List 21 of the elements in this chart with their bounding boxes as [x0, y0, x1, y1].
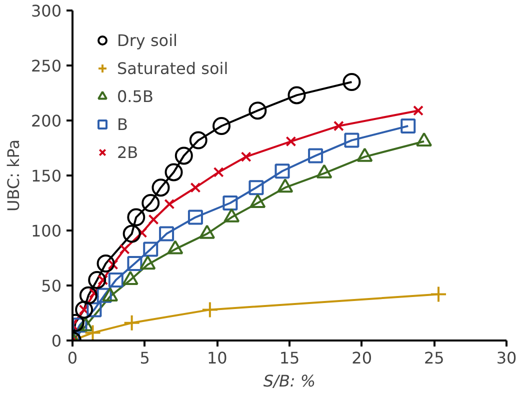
x-axis-title: S/B: %	[263, 372, 316, 390]
y-tick-label: 50	[41, 276, 62, 296]
y-tick-label: 300	[30, 2, 62, 20]
legend-label: Saturated soil	[117, 58, 228, 78]
legend-label: 0.5B	[117, 86, 154, 106]
x-tick-label: 25	[424, 348, 444, 368]
x-tick-label: 30	[496, 348, 517, 368]
x-tick-label: 15	[279, 348, 300, 368]
legend-label: Dry soil	[117, 30, 178, 50]
x-tick-label: 10	[206, 348, 228, 368]
legend-label: B	[117, 114, 129, 134]
x-tick-label: 20	[352, 348, 372, 368]
y-tick-label: 200	[30, 112, 62, 130]
y-tick-label: 100	[30, 222, 62, 240]
x-tick-label: 0	[67, 348, 78, 368]
y-axis-title: UBC: kPa	[4, 139, 23, 212]
y-tick-label: 250	[30, 56, 62, 76]
y-tick-label: 0	[51, 332, 62, 350]
x-tick-label: 5	[140, 348, 150, 368]
y-tick-label: 150	[30, 166, 62, 186]
legend-label: 2B	[117, 142, 138, 162]
